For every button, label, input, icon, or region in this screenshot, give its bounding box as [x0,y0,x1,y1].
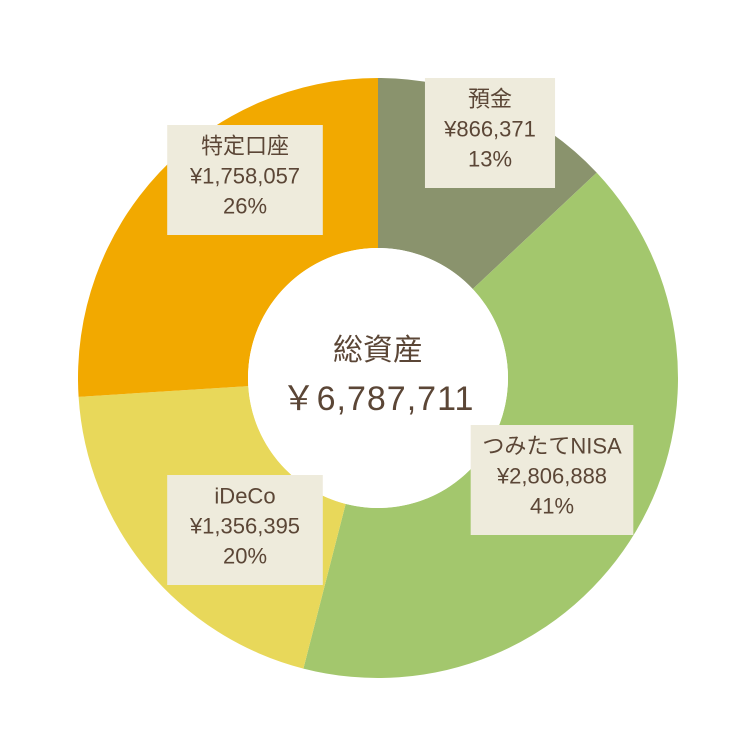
label-percent: 20% [223,544,267,569]
label-name: iDeCo [214,484,275,509]
label-percent: 26% [223,194,267,219]
center-value: ￥6,787,711 [282,380,475,418]
label-amount: ¥1,758,057 [189,164,300,189]
slice-label-tsumitate_nisa: つみたてNISA ¥2,806,888 41% [471,425,634,535]
label-amount: ¥1,356,395 [189,514,300,539]
donut-center [248,248,508,508]
label-name: 特定口座 [201,134,289,159]
slice-label-ideco: iDeCo ¥1,356,395 20% [167,475,323,585]
asset-donut-chart: 総資産 ￥6,787,711 預金 ¥866,371 13% つみたてNISA ¥2,806… [0,0,756,756]
slice-label-deposit: 預金 ¥866,371 13% [425,78,555,188]
label-amount: ¥866,371 [443,117,536,142]
label-name: 預金 [468,87,512,112]
label-name: つみたてNISA [482,434,622,459]
center-title: 総資産 [333,334,423,367]
slice-label-tokutei: 特定口座 ¥1,758,057 26% [167,125,323,235]
label-amount: ¥2,806,888 [496,464,607,489]
label-percent: 13% [468,147,512,172]
label-percent: 41% [530,494,574,519]
